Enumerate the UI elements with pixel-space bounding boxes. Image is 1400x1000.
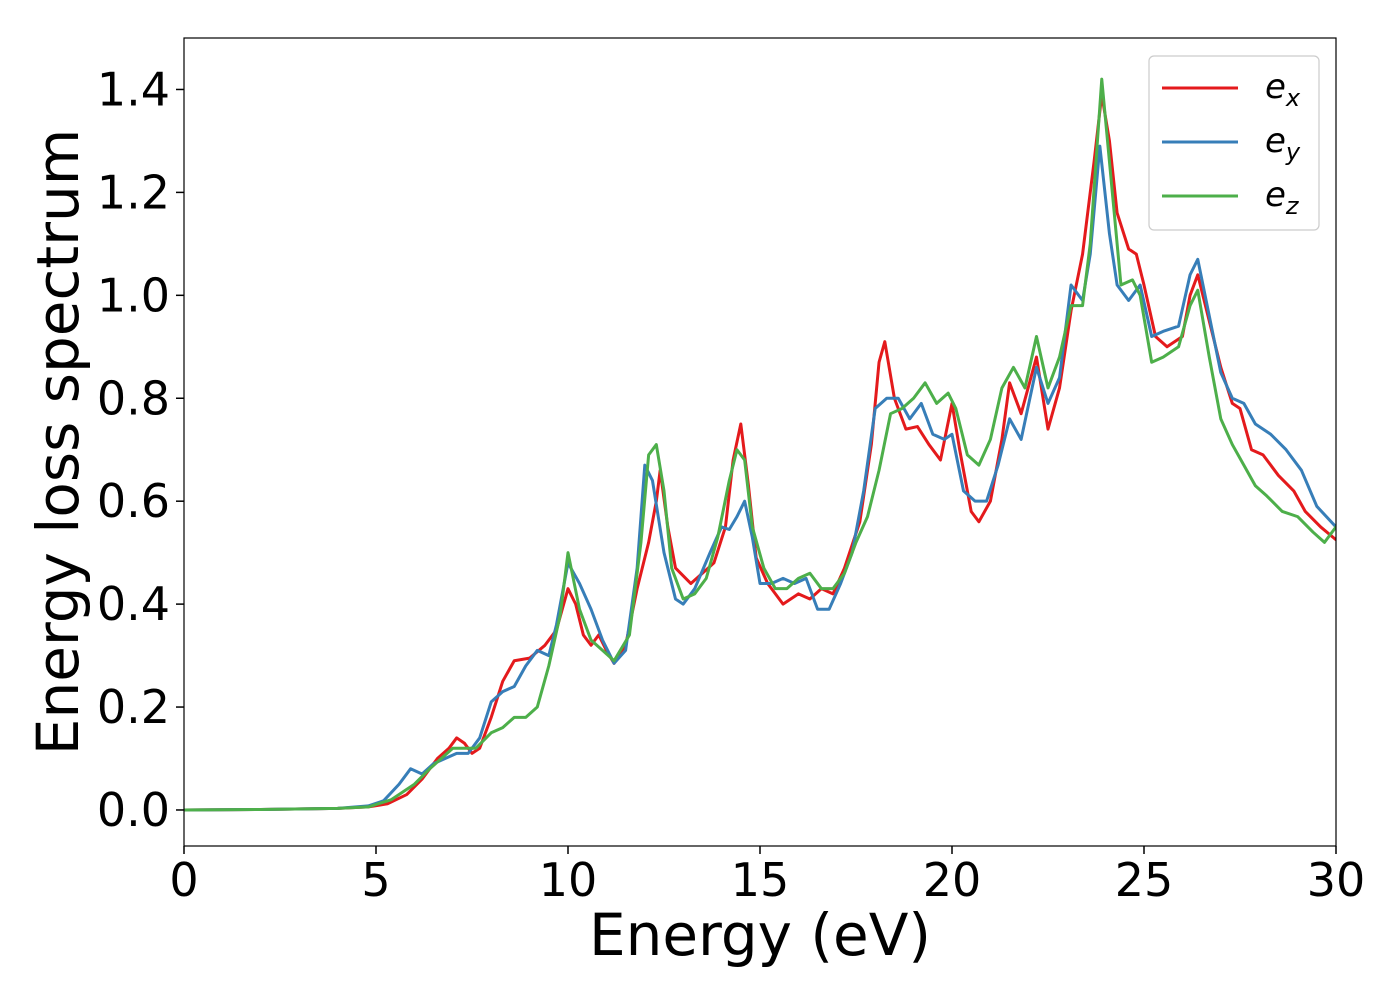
legend-item-y: ey [1162, 121, 1301, 166]
legend-label-x: ex [1265, 67, 1301, 112]
legend-label-subscript: y [1285, 138, 1301, 166]
legend-label-base: e [1265, 175, 1286, 215]
y-axis-title: Energy loss spectrum [24, 129, 92, 755]
y-tick-label: 1.2 [97, 165, 170, 219]
legend-label-subscript: x [1285, 84, 1301, 112]
legend-label-subscript: z [1285, 192, 1300, 220]
y-tick-label: 0.6 [97, 474, 170, 528]
y-axis-ticks: 0.0 0.2 0.4 0.6 0.8 1.0 1.2 1.4 [97, 62, 184, 837]
legend-item-x: ex [1162, 67, 1301, 112]
series-line-x [184, 93, 1336, 812]
y-tick-label: 0.4 [97, 577, 170, 631]
y-tick-label: 0.2 [97, 680, 170, 734]
x-tick-label: 20 [923, 853, 982, 907]
legend-label-z: ez [1265, 175, 1300, 220]
series-line-y [184, 144, 1336, 812]
legend-label-y: ey [1265, 121, 1301, 166]
legend-item-z: ez [1162, 175, 1300, 220]
y-tick-label: 0.8 [97, 371, 170, 425]
x-axis-ticks: 0 5 10 15 20 25 30 [169, 846, 1365, 907]
x-tick-label: 10 [539, 853, 598, 907]
y-tick-label: 0.0 [97, 783, 170, 837]
x-axis-title: Energy (eV) [589, 901, 931, 969]
y-tick-label: 1.0 [97, 268, 170, 322]
y-tick-label: 1.4 [97, 62, 170, 116]
x-tick-label: 30 [1307, 853, 1366, 907]
x-tick-label: 15 [731, 853, 790, 907]
series-line-z [184, 77, 1336, 812]
series-layer [184, 77, 1336, 812]
legend-label-base: e [1265, 67, 1286, 107]
legend-label-base: e [1265, 121, 1286, 161]
x-tick-label: 5 [361, 853, 390, 907]
x-tick-label: 25 [1115, 853, 1174, 907]
x-tick-label: 0 [169, 853, 198, 907]
